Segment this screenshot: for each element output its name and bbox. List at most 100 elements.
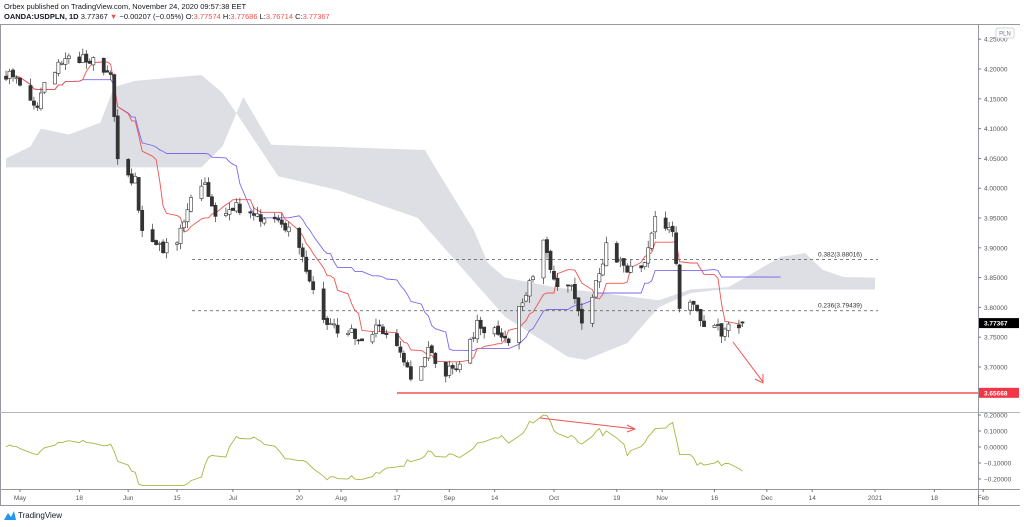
candle [573,277,577,304]
candle-body [639,265,644,269]
divergence-arrow-line[interactable] [539,417,636,430]
candle [384,329,389,339]
price-tick-label: 4.20000 [984,67,1008,74]
candle-body [14,77,19,80]
candle-body [349,328,354,333]
candle-body [527,280,532,297]
time-tick-label: Oct [549,495,559,502]
candle [28,78,33,101]
candle [297,226,302,255]
candle-body [84,53,89,63]
candle-body [276,218,281,221]
support-price-badge-bg [979,387,1019,398]
candle [84,49,89,69]
candle-body [408,366,413,380]
currency-label: PLN [999,32,1011,38]
candle-body [646,247,651,264]
candle [426,341,431,361]
candle-body [702,320,706,327]
down-arrow-line[interactable] [732,341,764,383]
candle [262,217,267,226]
candle-body [39,92,43,110]
candle-body [185,209,190,222]
candle [224,207,228,218]
candle-body [667,227,672,231]
candle [206,177,211,197]
price-tick-label: 3.95000 [984,216,1008,223]
candle-body [677,264,682,309]
candle-body [566,284,570,287]
candle [332,318,337,329]
candle-body [691,300,696,305]
candle [11,68,15,82]
osc-tick-label: −0.20000 [984,477,1012,484]
candle [520,298,525,311]
candle [628,259,633,274]
last-price-badge: 3.77367 [979,318,1019,329]
candle [213,202,218,223]
candle [555,273,560,291]
brand-label: TradingView [18,511,63,520]
price-tick-label: 4.00000 [984,186,1008,193]
time-tick-label: 14 [809,495,817,502]
time-axis[interactable]: May 18 Jun 15 Jul 20 Aug 17 Sep 14 Oct 19 Nov 16 Dec 14… [14,489,989,502]
candle-body [335,324,340,334]
publisher-line: Orbex published on TradingView.com, Nove… [4,2,247,11]
time-tick-label: 14 [491,495,499,502]
candle-body [422,357,427,367]
candle [618,256,623,268]
candle [101,57,106,76]
candle [471,332,476,342]
oscillator-pane [5,414,743,486]
time-tick-label: 19 [613,495,621,502]
candle-body [726,323,731,331]
tradingview-logo-icon [4,511,16,520]
candle-body [164,242,169,254]
last-price-badge-bg [979,318,1019,329]
kijun-line [5,75,781,352]
candle [87,58,92,64]
candle-body [433,352,438,364]
candle [698,308,703,327]
candle [346,330,350,337]
candle-body [32,100,36,106]
price-axis[interactable]: 4.25000 4.20000 4.15000 4.10000 4.05000 4.000… [978,37,1019,484]
annotations[interactable] [397,341,978,433]
candle-body [101,57,106,73]
candle-body [346,332,350,335]
candle-body [499,332,504,338]
candle [77,51,82,64]
candle [91,56,96,71]
candle [517,306,521,350]
candle [227,202,232,221]
candle [621,258,626,273]
candle [276,214,281,223]
candle [321,281,326,324]
candle-body [531,276,535,280]
candle-body [695,304,699,311]
candle-body [670,225,675,233]
candle [600,258,605,277]
candle-body [471,336,476,339]
candle-body [129,173,134,184]
candle-body [7,70,12,79]
candle [349,324,354,333]
candle [545,236,549,259]
candle [395,329,399,347]
candle [7,68,12,84]
candle-body [108,72,113,75]
candle [674,226,679,266]
candle-body [475,320,480,340]
candle-body [524,294,528,302]
support-price-badge-text: 3.65668 [984,390,1008,397]
ichimoku-cloud [6,74,876,360]
candle-body [649,232,654,249]
candle [126,158,131,178]
candle-body [384,332,389,335]
candle-body [140,210,145,231]
candle [548,249,553,274]
ohlc-line: OANDA:USDPLN, 1D 3.77367 ▼ −0.00207 (−0.… [4,12,330,22]
candle-body [663,217,668,229]
candle-body [419,366,424,381]
